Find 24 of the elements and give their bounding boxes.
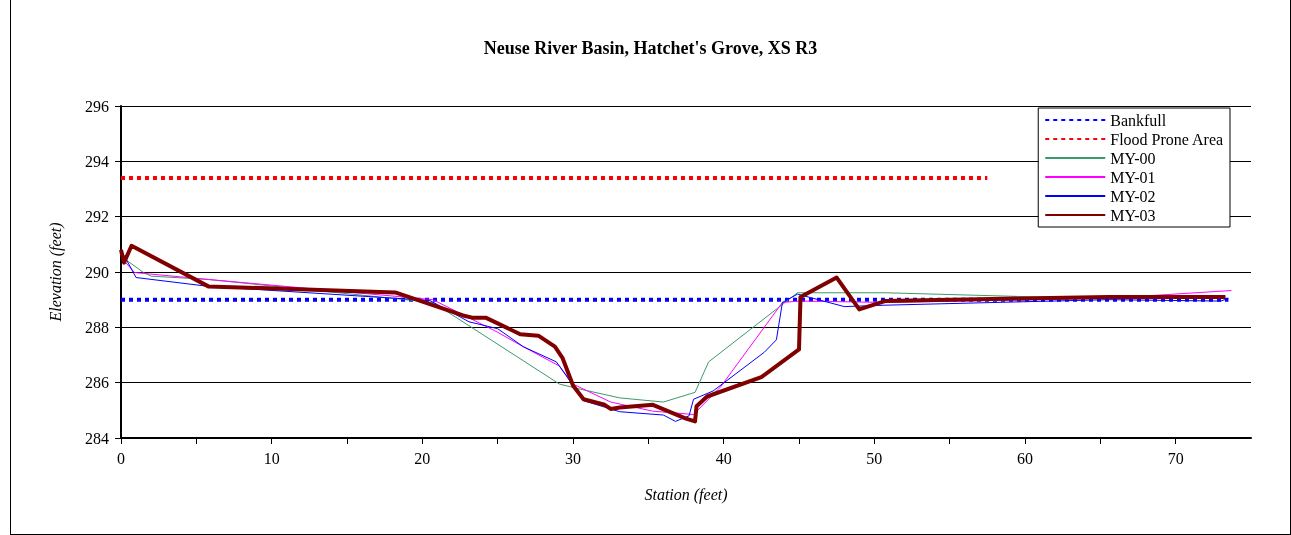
legend-label: MY-01 (1110, 168, 1156, 186)
x-tick-label: 10 (263, 449, 280, 467)
x-axis-title: Station (feet) (644, 485, 728, 504)
legend-label: MY-03 (1110, 206, 1156, 224)
x-tick-label: 50 (866, 449, 883, 467)
y-tick-label: 290 (85, 263, 109, 281)
y-tick-label: 294 (85, 152, 109, 170)
x-tick-label: 60 (1017, 449, 1033, 467)
chart-title: Neuse River Basin, Hatchet's Grove, XS R3 (483, 38, 818, 58)
x-tick-label: 0 (117, 449, 125, 467)
legend-label: MY-02 (1110, 187, 1156, 205)
legend-label: MY-00 (1110, 149, 1156, 167)
legend-label: Flood Prone Area (1110, 130, 1224, 148)
y-tick-label: 284 (85, 429, 109, 447)
y-axis-title: Elevation (feet) (46, 222, 65, 323)
x-tick-label: 30 (565, 449, 581, 467)
x-tick-label: 40 (715, 449, 732, 467)
legend-label: Bankfull (1110, 111, 1167, 129)
y-tick-label: 286 (85, 374, 109, 392)
y-tick-label: 296 (85, 97, 109, 115)
y-tick-label: 292 (85, 208, 109, 226)
x-tick-label: 20 (414, 449, 431, 467)
x-tick-label: 70 (1167, 449, 1184, 467)
y-tick-label: 288 (85, 318, 109, 336)
